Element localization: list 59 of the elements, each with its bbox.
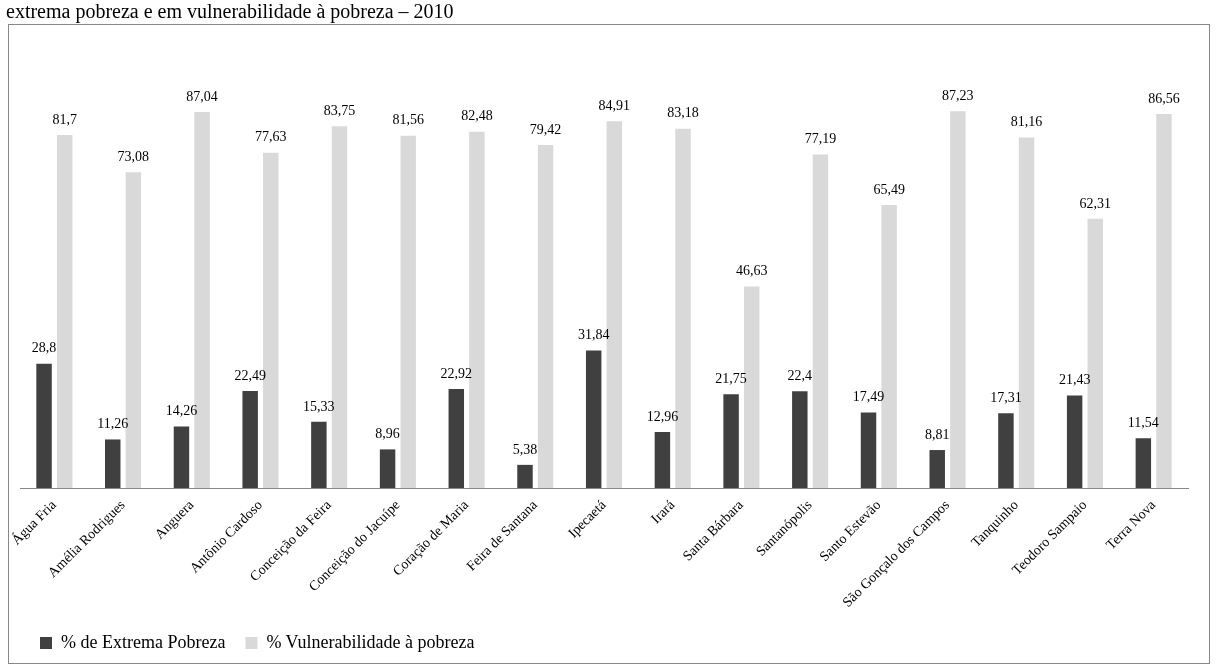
bar <box>537 144 554 489</box>
bar <box>56 135 73 489</box>
data-label: 14,26 <box>165 403 198 419</box>
bar <box>998 413 1014 489</box>
data-label: 15,33 <box>303 398 335 414</box>
data-label: 28,8 <box>31 340 57 356</box>
chart-title: extrema pobreza e em vulnerabilidade à pobreza – 2010 <box>6 0 454 22</box>
bar <box>379 449 396 489</box>
data-label: 87,23 <box>942 87 974 103</box>
bar <box>400 135 416 489</box>
data-label: 62,31 <box>1079 195 1111 211</box>
data-label: 22,49 <box>234 367 266 383</box>
data-label: 31,84 <box>577 327 610 343</box>
data-label: 83,18 <box>667 105 699 121</box>
bar <box>585 350 602 489</box>
bar <box>1066 395 1083 489</box>
data-label: 84,91 <box>598 97 631 113</box>
data-label: 22,4 <box>787 367 813 383</box>
bar <box>242 390 258 489</box>
data-label: 17,49 <box>852 389 885 405</box>
bar <box>517 464 533 489</box>
data-label: 17,31 <box>990 389 1022 405</box>
bar <box>792 391 808 489</box>
data-label: 83,75 <box>323 102 356 118</box>
data-label: 11,26 <box>97 416 129 432</box>
bar <box>311 421 327 489</box>
data-label: 21,75 <box>715 370 747 386</box>
data-label: 81,7 <box>52 111 77 127</box>
data-label: 12,96 <box>646 408 679 424</box>
data-label: 11,54 <box>1127 414 1159 430</box>
bar <box>105 439 121 489</box>
data-label: 82,48 <box>461 108 493 124</box>
bar <box>654 432 671 489</box>
bar <box>860 412 877 489</box>
data-label: 8,96 <box>375 426 400 442</box>
data-label: 46,63 <box>735 263 768 279</box>
bar <box>1135 438 1152 489</box>
legend-label: % Vulnerabilidade à pobreza <box>266 631 475 652</box>
data-label: 73,08 <box>117 149 150 164</box>
data-label: 65,49 <box>873 181 905 197</box>
bar <box>929 450 945 489</box>
legend-label: % de Extrema Pobreza <box>61 631 226 652</box>
data-label: 81,56 <box>392 112 424 128</box>
data-label: 77,63 <box>255 129 287 145</box>
bar <box>448 389 465 489</box>
bar <box>36 363 52 489</box>
data-label: 5,38 <box>512 441 538 457</box>
bar <box>812 154 829 489</box>
data-label: 87,04 <box>186 88 218 104</box>
data-label: 81,16 <box>1010 114 1043 130</box>
data-label: 21,43 <box>1058 372 1091 388</box>
data-label: 86,56 <box>1148 90 1180 106</box>
data-label: 79,42 <box>529 121 562 137</box>
bar <box>723 394 739 489</box>
bar <box>950 111 966 489</box>
data-label: 22,92 <box>440 365 473 381</box>
bar <box>173 426 190 489</box>
data-label: 77,19 <box>804 131 837 147</box>
data-label: 8,81 <box>924 426 950 442</box>
